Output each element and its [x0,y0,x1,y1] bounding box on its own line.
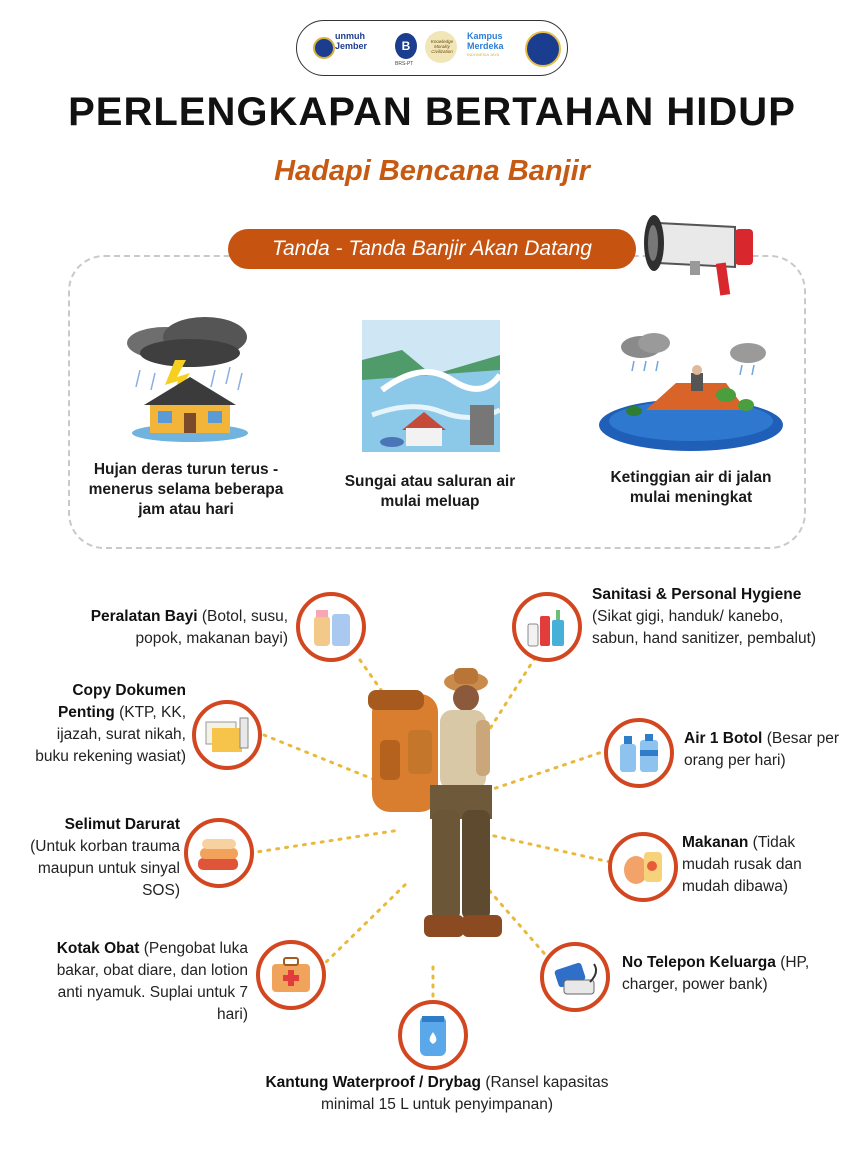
first-aid-name: Kotak Obat [56,940,140,957]
sanitation-ring [512,592,582,662]
documents-ring [192,700,262,770]
kmc-logo-text: Knowledge Morality Civilization [430,39,454,54]
phone-ring [540,942,610,1012]
baby-supplies-ring [296,592,366,662]
university-seal-icon [525,31,561,67]
umj-logo-text: unmuh Jember [335,31,368,51]
page-subtitle: Hadapi Bencana Banjir [274,155,590,187]
phone-name: No Telepon Keluarga [622,954,776,971]
flooded-house-icon [599,333,783,451]
umj-emblem-icon [313,37,335,59]
water-bottles-icon [620,734,658,772]
food-label: Makanan (Tidak mudah rusak dan mudah dib… [682,832,842,898]
drybag-icon [420,1016,446,1056]
megaphone-icon [644,215,753,296]
water-desc: (Besar per orang per hari) [684,730,840,769]
water-ring [604,718,674,788]
first-aid-desc: (Pengobat luka bakar, obat diare, dan lo… [56,940,248,1023]
first-aid-kit-icon [272,957,310,992]
kampus-merdeka-caption: INDONESIA JAYA [467,52,500,57]
b-logo-caption: BRS-PT [395,61,414,67]
baby-supplies-label: Peralatan Bayi (Botol, susu, popok, maka… [56,606,288,650]
first-aid-ring [256,940,326,1010]
phone-charger-icon [554,962,598,995]
first-aid-label: Kotak Obat (Pengobat luka bakar, obat di… [40,938,248,1026]
food-desc: (Tidak mudah rusak dan mudah dibawa) [682,834,802,895]
sanitation-desc: (Sikat gigi, handuk/ kanebo, sabun, hand… [592,608,817,647]
sign-text-3: Ketinggian air di jalan mulai meningkat [610,469,772,506]
documents-desc: (KTP, KK, ijazah, surat nikah, buku reke… [35,704,186,765]
kmc-logo-icon [425,31,457,63]
drybag-ring [398,1000,468,1070]
baby-bottle-icon [314,610,350,646]
flood-signs-header: Tanda - Tanda Banjir Akan Datang [228,229,636,269]
drybag-name: Kantung Waterproof / Drybag [265,1074,482,1091]
food-name: Makanan [682,834,749,851]
storm-house-icon [127,317,248,442]
kampus-merdeka-logo: Kampus Merdeka [467,31,504,51]
page-title: PERLENGKAPAN BERTAHAN HIDUP [68,90,796,134]
drybag-desc: (Ransel kapasitas minimal 15 L untuk pen… [320,1074,609,1113]
logo-bar: unmuh Jember B BRS-PT Knowledge Morality … [296,20,568,76]
phone-label: No Telepon Keluarga (HP, charger, power … [622,952,844,996]
sanitation-name: Sanitasi & Personal Hygiene [592,586,802,603]
blanket-ring [184,818,254,888]
overflowing-river-icon [362,320,500,452]
baby-supplies-desc: (Botol, susu, popok, makanan bayi) [135,608,288,647]
blanket-desc: (Untuk korban trauma maupun untuk sinyal… [30,838,180,899]
sanitation-label: Sanitasi & Personal Hygiene (Sikat gigi,… [592,584,832,650]
sign-text-1: Hujan deras turun terus - menerus selama… [88,461,284,518]
phone-desc: (HP, charger, power bank) [622,954,810,993]
documents-label: Copy Dokumen Penting (KTP, KK, ijazah, s… [28,680,186,768]
baby-supplies-name: Peralatan Bayi [90,608,198,625]
food-ring [608,832,678,902]
documents-name: Copy Dokumen Penting [57,682,186,721]
toiletries-icon [527,610,564,647]
blanket-icon [198,839,238,870]
blanket-name: Selimut Darurat [64,816,180,833]
food-icon [624,852,662,884]
drybag-label: Kantung Waterproof / Drybag (Ransel kapa… [252,1072,622,1116]
water-label: Air 1 Botol (Besar per orang per hari) [684,728,844,772]
hiker-with-backpack-icon [368,668,502,937]
b-logo-icon: B [395,33,417,59]
documents-icon [205,717,249,752]
water-name: Air 1 Botol [684,730,763,747]
sign-text-2: Sungai atau saluran air mulai meluap [344,473,516,510]
blanket-label: Selimut Darurat (Untuk korban trauma mau… [30,814,180,902]
